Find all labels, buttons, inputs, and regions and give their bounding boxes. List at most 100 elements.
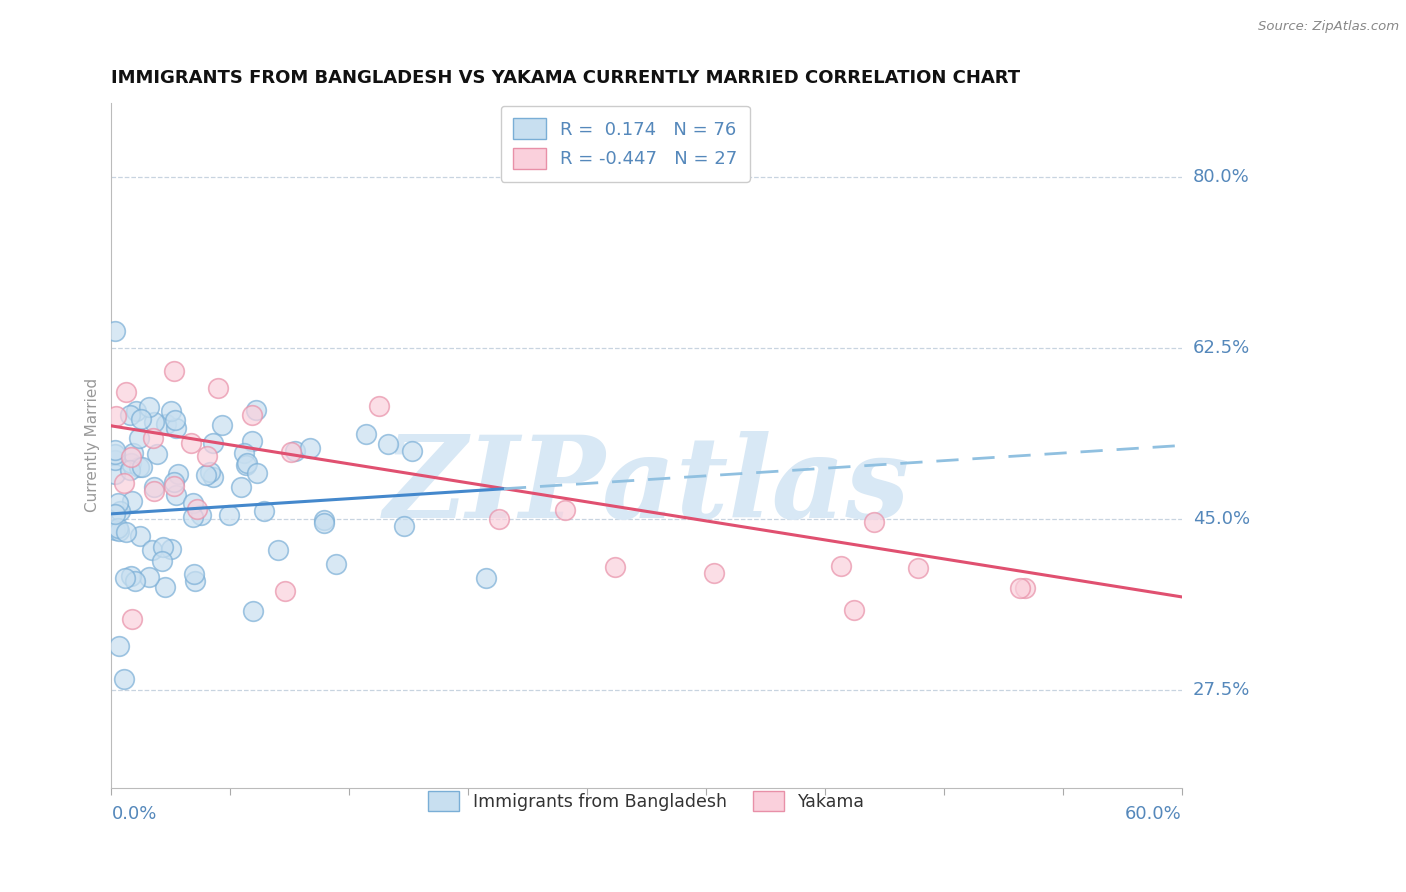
- Point: [143, 484, 166, 499]
- Point: [121, 612, 143, 626]
- Point: [160, 541, 183, 556]
- Point: [104, 467, 127, 482]
- Point: [394, 518, 416, 533]
- Point: [112, 672, 135, 686]
- Point: [298, 441, 321, 455]
- Point: [141, 543, 163, 558]
- Point: [128, 431, 150, 445]
- Point: [312, 513, 335, 527]
- Point: [153, 580, 176, 594]
- Point: [183, 566, 205, 581]
- Point: [201, 470, 224, 484]
- Point: [163, 478, 186, 492]
- Text: 62.5%: 62.5%: [1194, 339, 1250, 357]
- Point: [120, 569, 142, 583]
- Point: [131, 459, 153, 474]
- Point: [150, 554, 173, 568]
- Text: IMMIGRANTS FROM BANGLADESH VS YAKAMA CURRENTLY MARRIED CORRELATION CHART: IMMIGRANTS FROM BANGLADESH VS YAKAMA CUR…: [111, 69, 1021, 87]
- Point: [603, 560, 626, 574]
- Point: [118, 408, 141, 422]
- Point: [128, 529, 150, 543]
- Point: [236, 457, 259, 471]
- Point: [115, 384, 138, 399]
- Point: [354, 426, 377, 441]
- Point: [198, 466, 221, 480]
- Point: [143, 416, 166, 430]
- Point: [181, 510, 204, 524]
- Point: [202, 435, 225, 450]
- Point: [703, 566, 725, 581]
- Point: [274, 583, 297, 598]
- Point: [128, 460, 150, 475]
- Point: [240, 434, 263, 448]
- Point: [246, 466, 269, 480]
- Point: [183, 496, 205, 510]
- Point: [180, 435, 202, 450]
- Point: [152, 540, 174, 554]
- Point: [186, 502, 208, 516]
- Point: [160, 404, 183, 418]
- Point: [325, 558, 347, 572]
- Point: [107, 496, 129, 510]
- Point: [104, 523, 127, 537]
- Point: [138, 400, 160, 414]
- Point: [863, 515, 886, 529]
- Point: [120, 457, 142, 471]
- Point: [104, 507, 127, 521]
- Point: [104, 443, 127, 458]
- Point: [242, 604, 264, 618]
- Point: [107, 521, 129, 535]
- Point: [830, 558, 852, 573]
- Point: [195, 468, 218, 483]
- Point: [284, 443, 307, 458]
- Point: [167, 467, 190, 481]
- Point: [163, 475, 186, 490]
- Point: [195, 449, 218, 463]
- Point: [118, 463, 141, 477]
- Point: [104, 324, 127, 338]
- Point: [312, 516, 335, 531]
- Point: [211, 417, 233, 432]
- Y-axis label: Currently Married: Currently Married: [86, 378, 100, 513]
- Text: 60.0%: 60.0%: [1125, 805, 1182, 823]
- Point: [124, 574, 146, 589]
- Text: ZIPatlas: ZIPatlas: [384, 431, 910, 542]
- Point: [155, 417, 177, 431]
- Point: [122, 446, 145, 460]
- Text: 0.0%: 0.0%: [111, 805, 157, 823]
- Point: [267, 542, 290, 557]
- Point: [121, 494, 143, 508]
- Text: Source: ZipAtlas.com: Source: ZipAtlas.com: [1258, 20, 1399, 33]
- Point: [235, 458, 257, 472]
- Point: [240, 408, 263, 422]
- Point: [207, 381, 229, 395]
- Point: [1008, 581, 1031, 595]
- Point: [183, 574, 205, 588]
- Text: 45.0%: 45.0%: [1194, 509, 1250, 528]
- Point: [488, 511, 510, 525]
- Legend: Immigrants from Bangladesh, Yakama: Immigrants from Bangladesh, Yakama: [416, 779, 877, 823]
- Point: [218, 508, 240, 522]
- Point: [163, 364, 186, 378]
- Text: 27.5%: 27.5%: [1194, 681, 1250, 698]
- Point: [108, 504, 131, 518]
- Point: [190, 508, 212, 522]
- Point: [104, 447, 127, 461]
- Point: [280, 445, 302, 459]
- Point: [104, 453, 127, 467]
- Text: 80.0%: 80.0%: [1194, 168, 1250, 186]
- Point: [112, 475, 135, 490]
- Point: [401, 444, 423, 458]
- Point: [253, 504, 276, 518]
- Point: [367, 399, 389, 413]
- Point: [142, 479, 165, 493]
- Point: [165, 421, 187, 435]
- Point: [377, 437, 399, 451]
- Point: [475, 571, 498, 585]
- Point: [125, 404, 148, 418]
- Point: [142, 431, 165, 445]
- Point: [165, 413, 187, 427]
- Point: [165, 488, 187, 502]
- Point: [1014, 581, 1036, 595]
- Point: [554, 503, 576, 517]
